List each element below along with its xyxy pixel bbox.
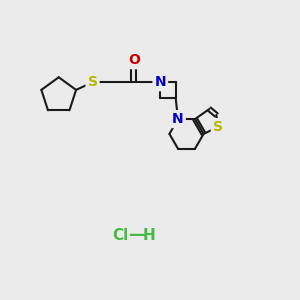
- Text: O: O: [128, 53, 140, 67]
- Text: Cl: Cl: [112, 228, 129, 243]
- Text: N: N: [154, 75, 166, 89]
- Text: N: N: [172, 112, 184, 126]
- Text: S: S: [213, 120, 223, 134]
- Text: —: —: [128, 226, 145, 244]
- Text: H: H: [142, 228, 155, 243]
- Text: S: S: [88, 75, 98, 89]
